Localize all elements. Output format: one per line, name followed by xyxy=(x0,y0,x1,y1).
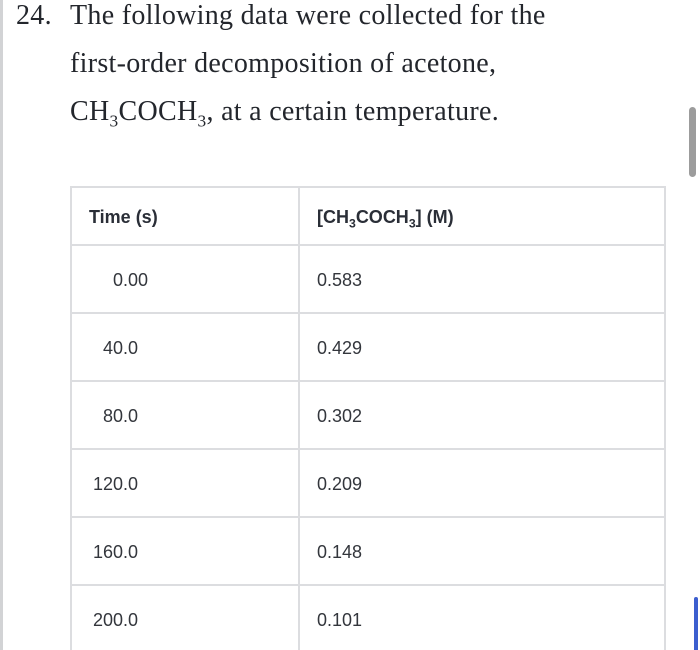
problem-number: 24. xyxy=(16,0,52,31)
problem-text-line1: The following data were collected for th… xyxy=(70,0,546,31)
table-row: 40.0 0.429 xyxy=(70,312,666,382)
time-cell: 200.0 xyxy=(70,584,300,650)
time-cell: 0.00 xyxy=(70,244,300,314)
scrollbar-accent-bar[interactable] xyxy=(694,597,698,650)
concentration-column-header: [CH3COCH3] (M) xyxy=(298,186,666,246)
concentration-cell: 0.148 xyxy=(298,516,666,586)
concentration-cell: 0.209 xyxy=(298,448,666,518)
table-row: 160.0 0.148 xyxy=(70,516,666,586)
table-row: 200.0 0.101 xyxy=(70,584,666,650)
time-cell: 80.0 xyxy=(70,380,300,450)
time-cell: 160.0 xyxy=(70,516,300,586)
time-cell: 120.0 xyxy=(70,448,300,518)
problem-text-line3: CH3COCH3, at a certain temperature. xyxy=(70,96,500,131)
concentration-cell: 0.302 xyxy=(298,380,666,450)
left-border-line xyxy=(0,0,3,650)
scrollbar-thumb[interactable] xyxy=(689,107,696,177)
table-row: 0.00 0.583 xyxy=(70,244,666,314)
problem-statement: 24. The following data were collected fo… xyxy=(0,0,690,136)
time-column-header: Time (s) xyxy=(70,186,300,246)
concentration-cell: 0.429 xyxy=(298,312,666,382)
concentration-cell: 0.583 xyxy=(298,244,666,314)
problem-text-line2: first-order decomposition of acetone, xyxy=(70,48,497,79)
data-table: Time (s) [CH3COCH3] (M) 0.00 0.583 40.0 … xyxy=(70,186,666,650)
problem-text: The following data were collected for th… xyxy=(70,0,690,136)
table-row: 120.0 0.209 xyxy=(70,448,666,518)
concentration-cell: 0.101 xyxy=(298,584,666,650)
time-cell: 40.0 xyxy=(70,312,300,382)
table-header-row: Time (s) [CH3COCH3] (M) xyxy=(70,186,666,246)
table-row: 80.0 0.302 xyxy=(70,380,666,450)
